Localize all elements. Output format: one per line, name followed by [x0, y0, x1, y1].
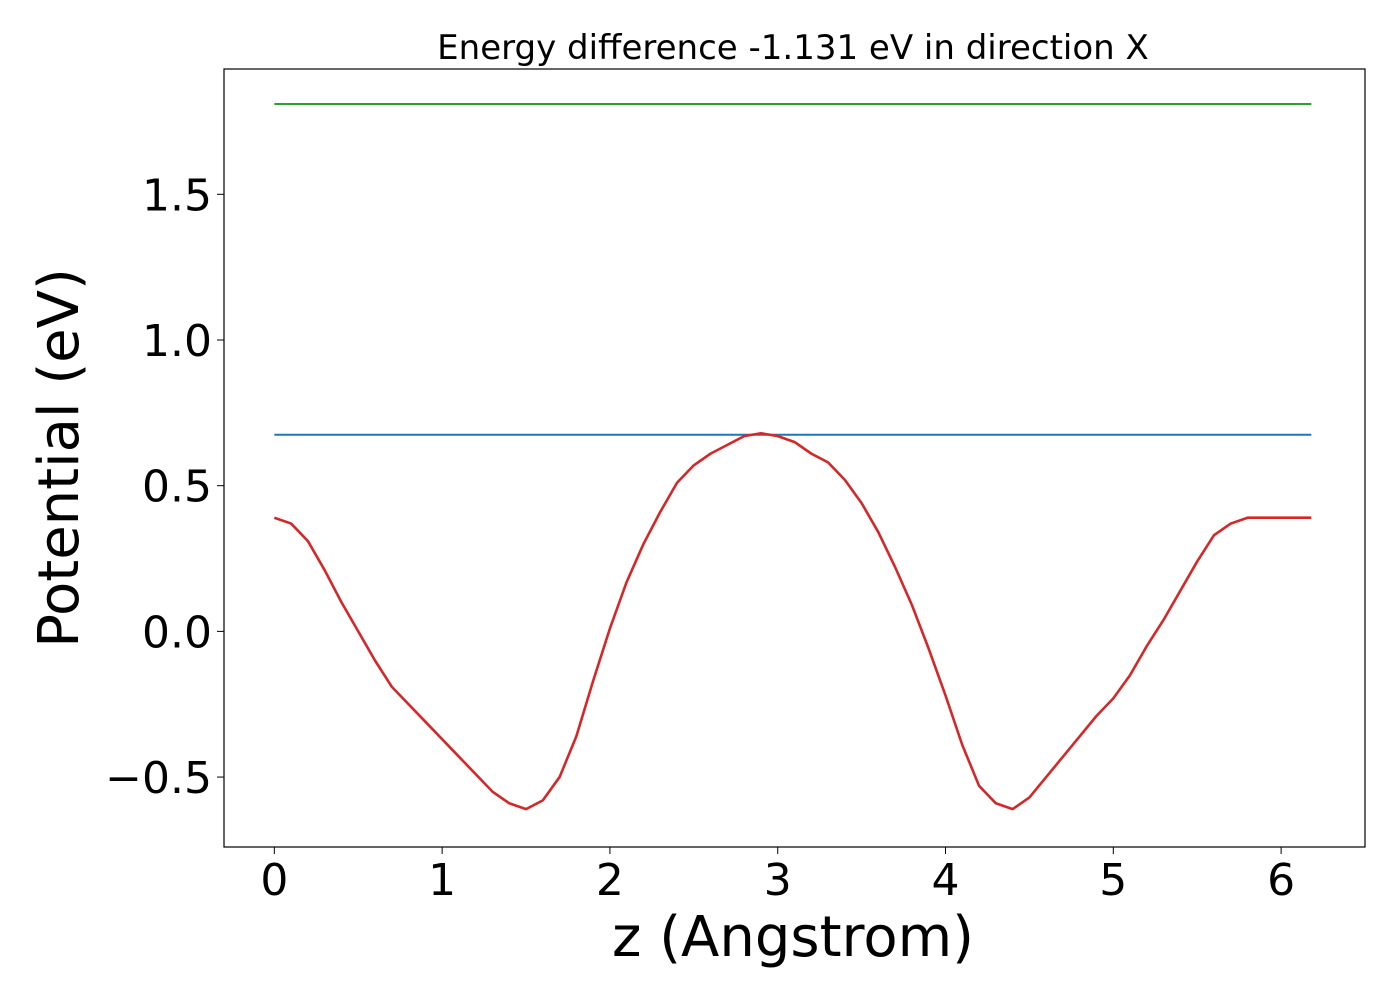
y-tick-label: 0.0 [142, 607, 212, 658]
x-tick-label: 6 [1267, 855, 1295, 906]
y-axis: −0.5 0.0 0.5 1.0 1.5 [105, 170, 224, 804]
x-tick-label: 4 [932, 855, 960, 906]
series-layer [273, 102, 1312, 811]
series-line-0 [273, 431, 1312, 811]
y-axis-label: Potential (eV) [27, 268, 92, 648]
x-tick-label: 0 [260, 855, 288, 906]
x-tick-label: 2 [596, 855, 624, 906]
chart-title: Energy difference -1.131 eV in direction… [437, 28, 1149, 68]
x-tick-label: 1 [428, 855, 456, 906]
x-axis: 0 1 2 3 4 5 6 [260, 847, 1295, 906]
y-tick-label: −0.5 [105, 753, 212, 804]
y-tick-label: 1.5 [142, 170, 212, 221]
y-tick-label: 1.0 [142, 316, 212, 367]
plot-frame [223, 68, 1366, 848]
x-tick-label: 5 [1099, 855, 1127, 906]
x-axis-label: z (Angstrom) [612, 905, 974, 970]
y-tick-label: 0.5 [142, 462, 212, 513]
x-tick-label: 3 [764, 855, 792, 906]
